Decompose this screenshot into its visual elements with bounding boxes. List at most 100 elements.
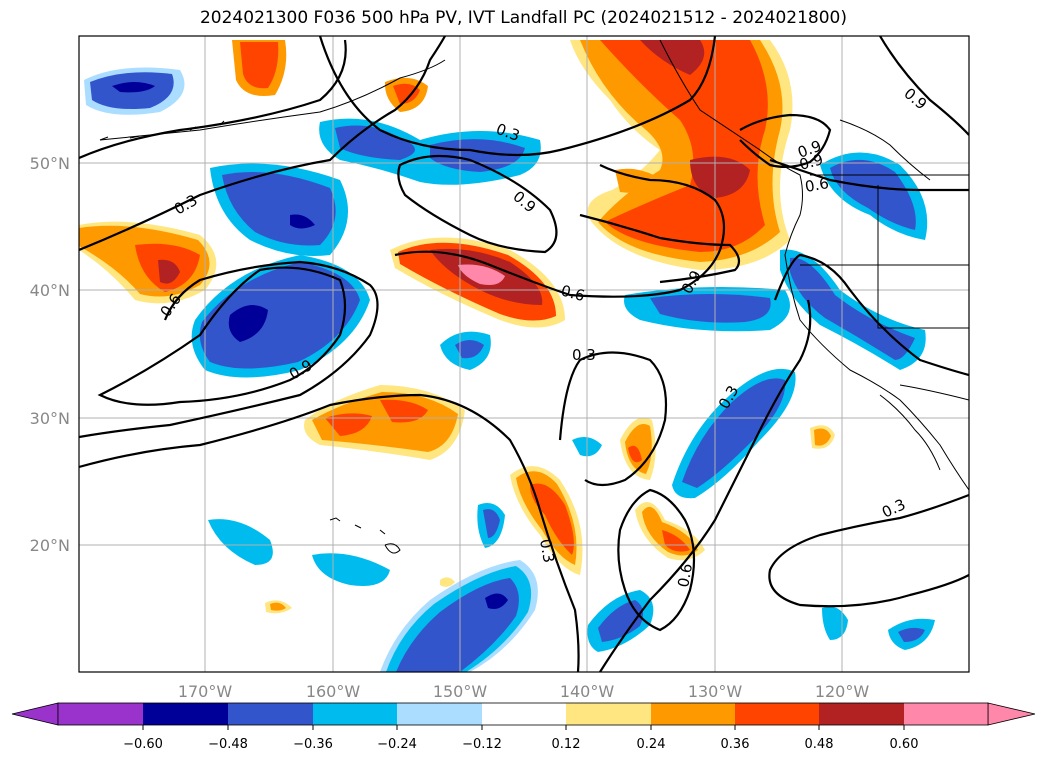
pc-blob (393, 83, 420, 104)
pc-blob (822, 606, 848, 640)
contour-line (97, 266, 347, 406)
colorbar-extend-low (11, 702, 59, 726)
map-frame (78, 35, 970, 673)
contour-label: 0.9 (900, 84, 930, 113)
pc-blob (325, 413, 372, 436)
pc-blob (312, 553, 390, 586)
lat-label: 20°N (30, 536, 70, 555)
colorbar-segment (313, 703, 397, 725)
colorbar-segment (58, 703, 143, 725)
lon-label: 160°W (306, 682, 361, 701)
colorbar-segment (735, 703, 819, 725)
contour-line (579, 213, 741, 284)
pc-blob (485, 593, 508, 609)
pc-blob (335, 125, 415, 160)
contour-line (79, 39, 347, 160)
pc-blob (600, 40, 768, 252)
pc-blob (790, 257, 915, 360)
pc-blob (158, 259, 180, 284)
contour-line (394, 164, 726, 298)
colorbar-segment (397, 703, 482, 725)
contour-label: 0.3 (572, 346, 596, 364)
colorbar-segment (482, 703, 566, 725)
colorbar-tick-label: 0.60 (890, 737, 919, 752)
colorbar-tick-label: −0.48 (208, 737, 248, 752)
lon-label: 140°W (560, 682, 615, 701)
pc-blob (240, 42, 279, 89)
contour-line (79, 36, 446, 252)
contour-line (739, 113, 832, 169)
pc-blob (814, 428, 831, 446)
lon-label: 150°W (433, 682, 488, 701)
lat-axis: 50°N 40°N 30°N 20°N (30, 154, 70, 555)
map-title: 2024021300 F036 500 hPa PV, IVT Landfall… (199, 8, 847, 28)
shore-line (839, 119, 931, 181)
contour-line (773, 253, 969, 377)
colorbar-tick-label: 0.36 (721, 737, 750, 752)
colorbar-tick-label: −0.60 (123, 737, 163, 752)
colorbar-tick-label: 0.48 (805, 737, 834, 752)
canada-coast (659, 39, 969, 491)
pc-blob (458, 264, 505, 285)
hawaii-islands (329, 517, 401, 554)
pc-blob (650, 294, 771, 323)
contour-line (617, 488, 696, 632)
lat-label: 30°N (30, 409, 70, 428)
colorbar-segment (904, 703, 988, 725)
pc-shading (79, 40, 935, 672)
colorbar-segment (228, 703, 313, 725)
pc-blob (430, 139, 525, 172)
lon-label: 170°W (178, 682, 233, 701)
contour-label: 0.3 (536, 538, 558, 565)
pc-blob (455, 340, 484, 359)
pc-blob (270, 602, 286, 611)
contour-line (79, 260, 379, 439)
colorbar-tick-label: −0.36 (293, 737, 333, 752)
pc-blob (290, 214, 315, 229)
pc-blob (640, 40, 705, 75)
baja-coast (879, 394, 941, 471)
colorbar-extend-high (987, 702, 1036, 726)
contour-label: 0.9 (797, 150, 825, 174)
pc-blob (483, 509, 500, 538)
colorbar-segment (819, 703, 904, 725)
pc-blob (628, 445, 642, 463)
contour-line (79, 393, 580, 672)
state-border (877, 185, 969, 329)
lon-label: 130°W (688, 682, 743, 701)
pc-blob (440, 577, 455, 587)
colorbar-segment (143, 703, 228, 725)
aleutian-islands (99, 120, 225, 141)
colorbar-tick-label: −0.24 (377, 737, 417, 752)
contour-label: 0.6 (559, 281, 587, 305)
colorbar-frame (57, 702, 989, 726)
contour-label: 0.6 (804, 174, 831, 196)
pc-blob (228, 305, 268, 342)
colorbar-segment (651, 703, 735, 725)
pc-blob (380, 399, 428, 423)
pc-blob (662, 530, 690, 552)
colorbar-ticks (142, 725, 905, 730)
lon-axis: 170°W 160°W 150°W 140°W 130°W 120°W (178, 682, 870, 701)
colorbar: −0.60 −0.48 −0.36 −0.24 −0.12 0.12 0.24 … (11, 702, 1036, 752)
contour-line (318, 36, 717, 157)
contour-line (769, 158, 969, 192)
pc-blob (208, 519, 273, 565)
contours (79, 36, 969, 672)
contour-line (558, 351, 668, 487)
contour-label: 0.9 (509, 187, 539, 216)
pc-blob (112, 82, 155, 93)
contour-label: 0.6 (674, 562, 696, 589)
lat-label: 40°N (30, 281, 70, 300)
pc-blob (598, 600, 644, 642)
colorbar-tick-label: −0.12 (462, 737, 502, 752)
mexico-border (899, 384, 969, 401)
pc-blob (898, 627, 925, 642)
contour-line (397, 154, 558, 254)
contour-label: 0.3 (171, 191, 201, 219)
pc-blob (682, 378, 786, 488)
pc-blob (690, 156, 750, 198)
contour-line (879, 36, 969, 136)
lat-label: 50°N (30, 154, 70, 173)
